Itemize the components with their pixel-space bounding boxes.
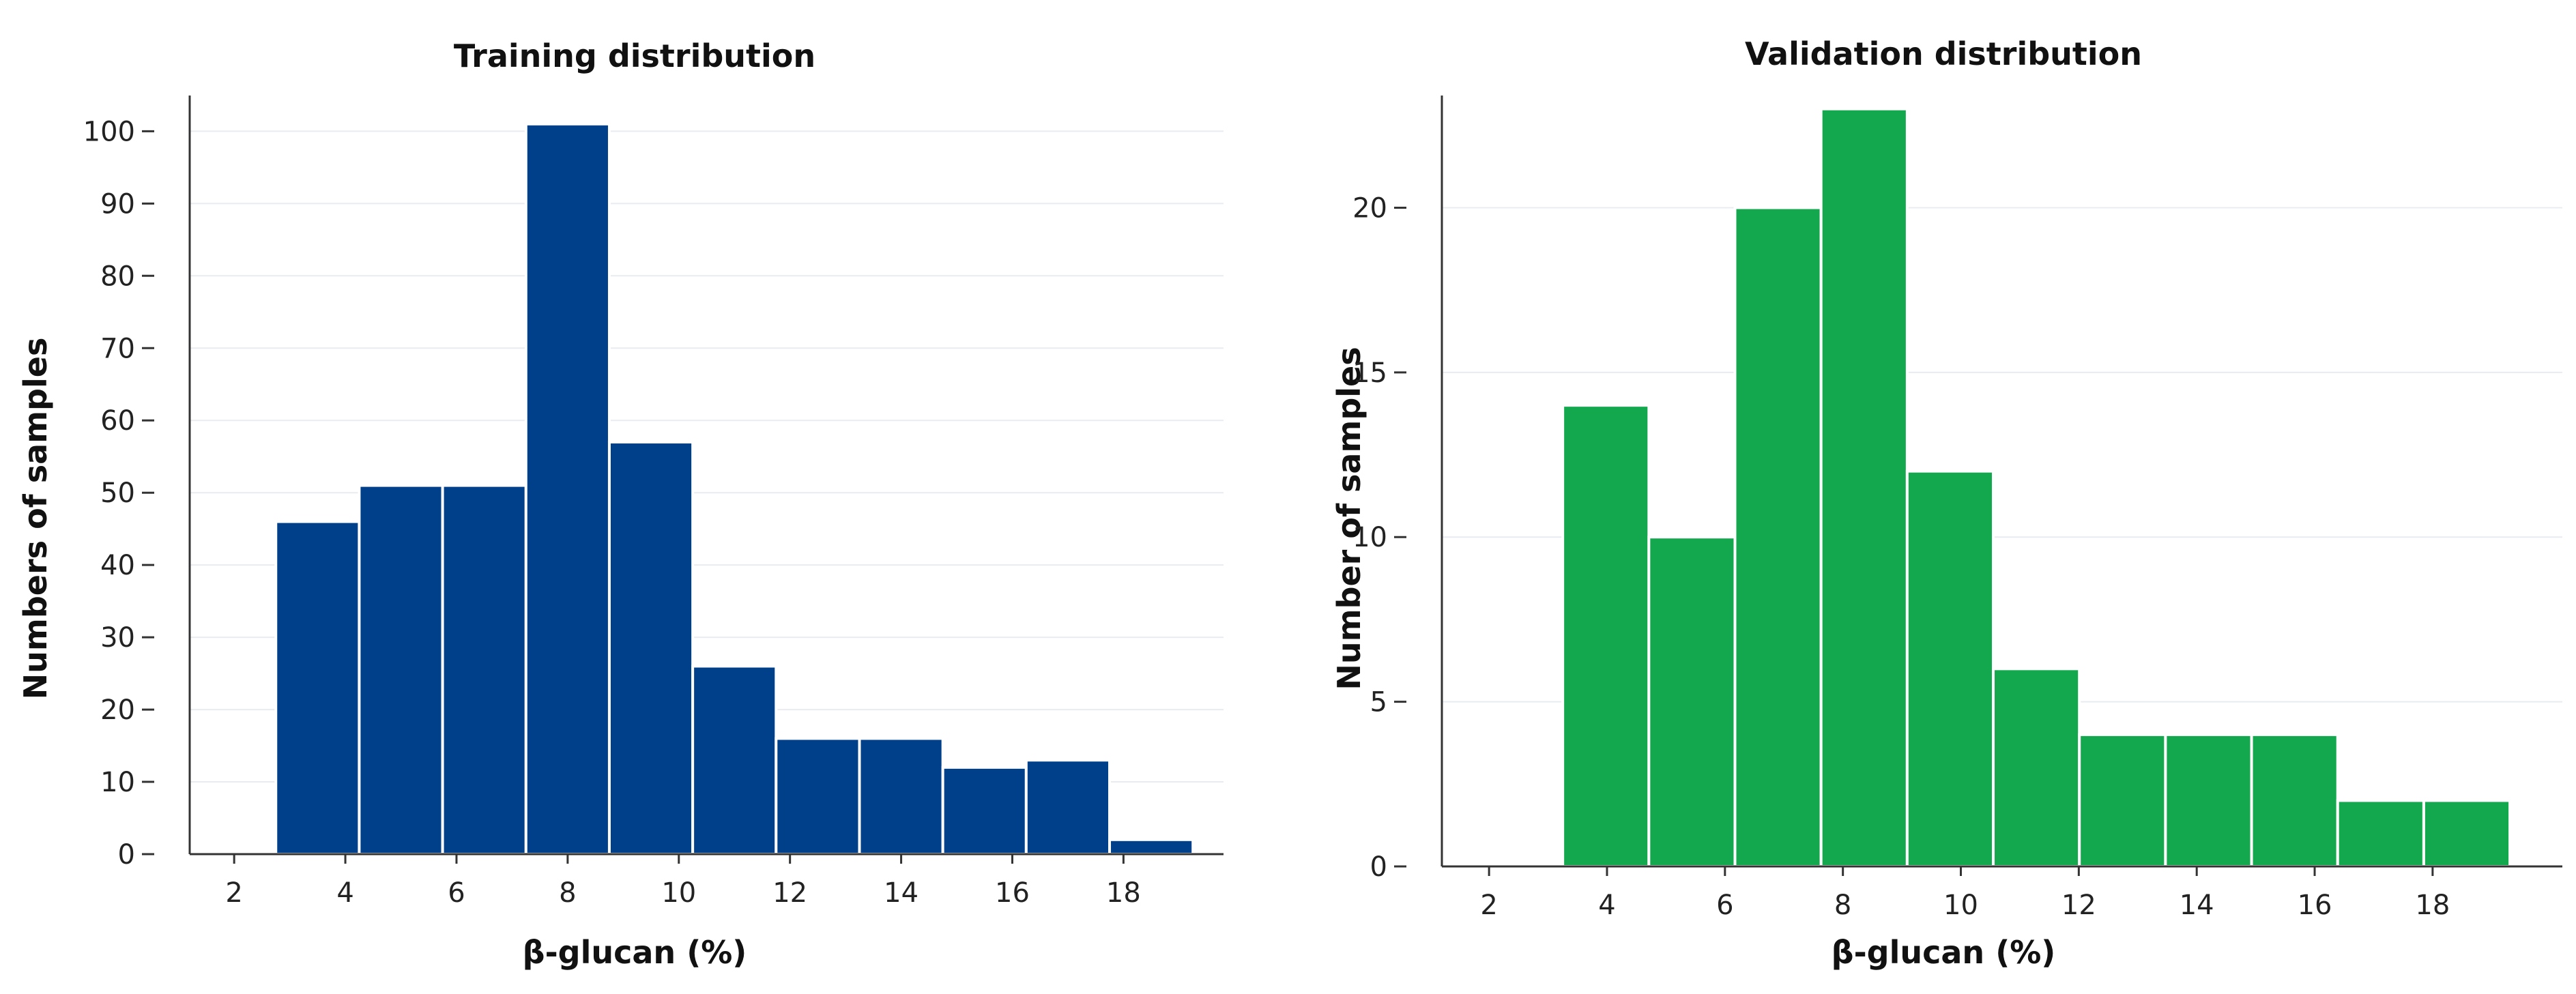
validation-y-tick-label: 0 [1370, 851, 1387, 883]
validation-y-axis-label: Number of samples [1331, 347, 1367, 690]
training-x-tick-label: 6 [448, 877, 465, 909]
training-x-axis-label: β-glucan (%) [523, 934, 747, 971]
validation-x-tick-label: 16 [2298, 890, 2332, 921]
validation-x-axis-label: β-glucan (%) [1832, 934, 2056, 971]
validation-bar [2078, 733, 2167, 868]
training-bar [607, 441, 695, 856]
training-y-tick-label: 70 [100, 333, 135, 364]
training-y-ticks: 0 10 20 30 40 50 60 70 80 90 100 [83, 116, 154, 871]
training-x-tick-label: 8 [559, 877, 576, 909]
training-y-axis-label: Numbers of samples [17, 338, 54, 700]
validation-x-tick-label: 18 [2415, 890, 2450, 921]
training-bar [775, 737, 861, 856]
validation-x-tick-label: 4 [1598, 890, 1615, 921]
training-x-tick-label: 12 [772, 877, 807, 909]
training-y-tick-label: 50 [100, 478, 135, 509]
validation-x-tick-label: 12 [2061, 890, 2096, 921]
training-bar [441, 484, 527, 856]
training-histogram: Training distribution β-glucan (%) Numbe… [17, 38, 1224, 971]
training-bar [1024, 759, 1112, 856]
training-y-tick-label: 10 [100, 767, 135, 798]
training-bar [858, 737, 944, 856]
training-bar [1108, 838, 1195, 856]
validation-y-tick-label: 10 [1352, 522, 1387, 553]
validation-bars [1561, 107, 2512, 868]
training-x-tick-label: 18 [1106, 877, 1141, 909]
validation-x-ticks: 2 4 6 8 10 12 14 16 18 [1480, 866, 2450, 921]
training-y-tick-label: 60 [100, 405, 135, 437]
validation-bar [1819, 107, 1909, 868]
validation-bar [2336, 799, 2425, 868]
training-bar [524, 122, 611, 856]
validation-bar [2422, 799, 2512, 868]
validation-chart-title: Validation distribution [1745, 35, 2142, 72]
validation-x-tick-label: 6 [1716, 890, 1733, 921]
training-y-tick-label: 90 [100, 188, 135, 220]
training-x-ticks: 2 4 6 8 10 12 14 16 18 [225, 854, 1141, 909]
validation-x-tick-label: 2 [1480, 890, 1497, 921]
validation-bar [1992, 667, 2081, 868]
validation-bar [1561, 404, 1651, 868]
training-x-tick-label: 16 [995, 877, 1030, 909]
validation-x-tick-label: 14 [2180, 890, 2214, 921]
training-bar [358, 484, 444, 856]
training-bar [274, 520, 361, 856]
training-x-tick-label: 4 [336, 877, 353, 909]
validation-y-tick-label: 5 [1370, 687, 1387, 718]
validation-bar [1733, 206, 1823, 868]
validation-y-tick-label: 20 [1352, 192, 1387, 224]
training-y-tick-label: 0 [118, 839, 135, 871]
training-bars [274, 122, 1195, 856]
validation-x-tick-label: 10 [1943, 890, 1978, 921]
validation-x-tick-label: 8 [1834, 890, 1851, 921]
training-x-tick-label: 2 [225, 877, 242, 909]
validation-y-ticks: 0 5 10 15 20 [1352, 192, 1406, 883]
training-y-tick-label: 30 [100, 622, 135, 654]
validation-axes [1441, 96, 2562, 868]
validation-bar [1647, 536, 1737, 868]
training-x-tick-label: 14 [884, 877, 918, 909]
training-axes [188, 96, 1224, 856]
training-y-tick-label: 100 [83, 116, 135, 147]
training-bar [691, 664, 778, 856]
validation-histogram: Validation distribution β-glucan (%) Num… [1331, 35, 2562, 971]
training-y-tick-label: 20 [100, 695, 135, 726]
training-bar [941, 765, 1028, 856]
validation-bar [2250, 733, 2339, 868]
validation-bar [2164, 733, 2253, 868]
training-chart-title: Training distribution [454, 38, 815, 74]
training-y-tick-label: 40 [100, 550, 135, 581]
training-x-tick-label: 10 [661, 877, 696, 909]
validation-y-tick-label: 15 [1352, 357, 1387, 389]
training-y-tick-label: 80 [100, 261, 135, 292]
validation-bar [1905, 469, 1995, 868]
